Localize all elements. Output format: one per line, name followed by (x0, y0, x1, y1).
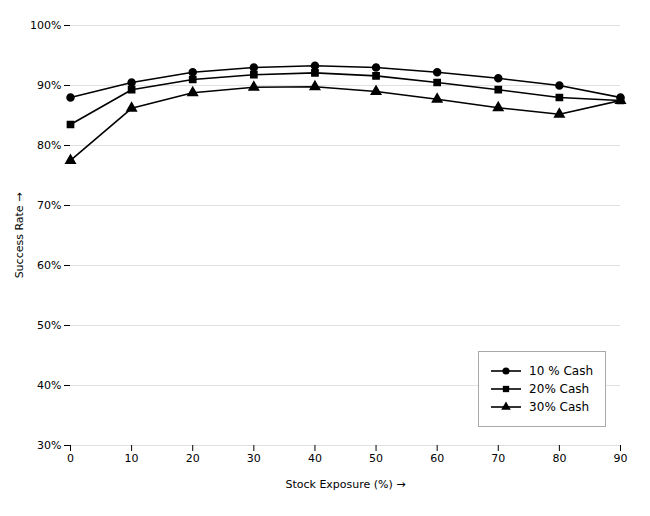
svg-text:90: 90 (614, 452, 628, 465)
svg-text:30: 30 (247, 452, 261, 465)
html-text:30% Cash: 30% Cash (529, 400, 590, 414)
svg-text:80: 80 (552, 452, 566, 465)
svg-text:80%: 80% (37, 139, 61, 152)
svg-text:90%: 90% (37, 79, 61, 92)
svg-text:20: 20 (186, 452, 200, 465)
svg-text:Stock Exposure (%) →: Stock Exposure (%) → (285, 478, 405, 491)
html-text:10 % Cash: 10 % Cash (529, 364, 593, 378)
svg-text:70: 70 (491, 452, 505, 465)
svg-text:30%: 30% (37, 439, 61, 452)
html-text:20% Cash: 20% Cash (529, 382, 590, 396)
svg-text:10: 10 (125, 452, 139, 465)
svg-text:40%: 40% (37, 379, 61, 392)
svg-text:100%: 100% (30, 19, 61, 32)
svg-text:Success Rate →: Success Rate → (13, 193, 26, 279)
svg-text:60: 60 (430, 452, 444, 465)
svg-text:50%: 50% (37, 319, 61, 332)
svg-text:50: 50 (369, 452, 383, 465)
svg-text:70%: 70% (37, 199, 61, 212)
svg-text:40: 40 (308, 452, 322, 465)
svg-text:0: 0 (67, 452, 74, 465)
svg-text:60%: 60% (37, 259, 61, 272)
